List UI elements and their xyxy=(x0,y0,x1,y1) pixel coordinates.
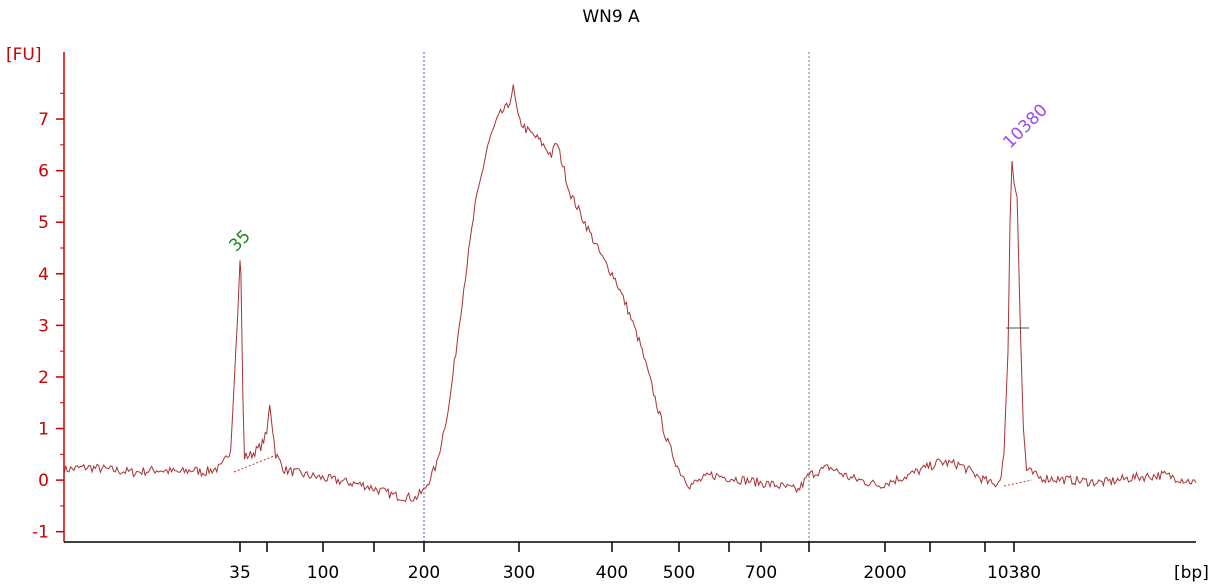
x-axis-ticks: 35 100 200 300 400 500 700 2000 10380 xyxy=(229,542,1041,583)
y-axis-ticks: -1 0 1 2 3 4 5 6 7 xyxy=(32,92,64,543)
x-tick-label: 500 xyxy=(663,563,695,583)
x-tick-label: 700 xyxy=(745,563,777,583)
y-tick-label: -1 xyxy=(32,523,49,543)
x-tick-label: 200 xyxy=(408,563,440,583)
y-tick-label: 4 xyxy=(38,265,49,285)
x-tick-label: 400 xyxy=(596,563,628,583)
x-tick-label: 35 xyxy=(229,563,251,583)
baseline-markers xyxy=(233,455,1033,487)
y-tick-label: 0 xyxy=(38,471,49,491)
x-tick-label: 100 xyxy=(307,563,339,583)
peak-annotations: 35 10380 xyxy=(225,100,1051,256)
signal-trace xyxy=(63,84,1197,503)
y-tick-label: 2 xyxy=(38,368,49,388)
x-axis-label: [bp] xyxy=(1174,563,1209,583)
y-tick-label: 1 xyxy=(38,420,49,440)
region-markers xyxy=(423,52,810,542)
y-tick-label: 3 xyxy=(38,316,49,336)
y-axis-label: [FU] xyxy=(6,45,42,65)
x-tick-label: 10380 xyxy=(987,563,1041,583)
peak-baseline xyxy=(1003,479,1033,487)
peak-label: 10380 xyxy=(999,100,1051,152)
x-tick-label: 300 xyxy=(503,563,535,583)
chart-title: WN9 A xyxy=(582,7,640,27)
y-tick-label: 6 xyxy=(38,162,49,182)
y-tick-label: 7 xyxy=(38,110,49,130)
y-tick-label: 5 xyxy=(38,213,49,233)
peak-baseline xyxy=(233,455,275,473)
peak-label: 35 xyxy=(225,226,254,255)
x-tick-label: 2000 xyxy=(863,563,906,583)
